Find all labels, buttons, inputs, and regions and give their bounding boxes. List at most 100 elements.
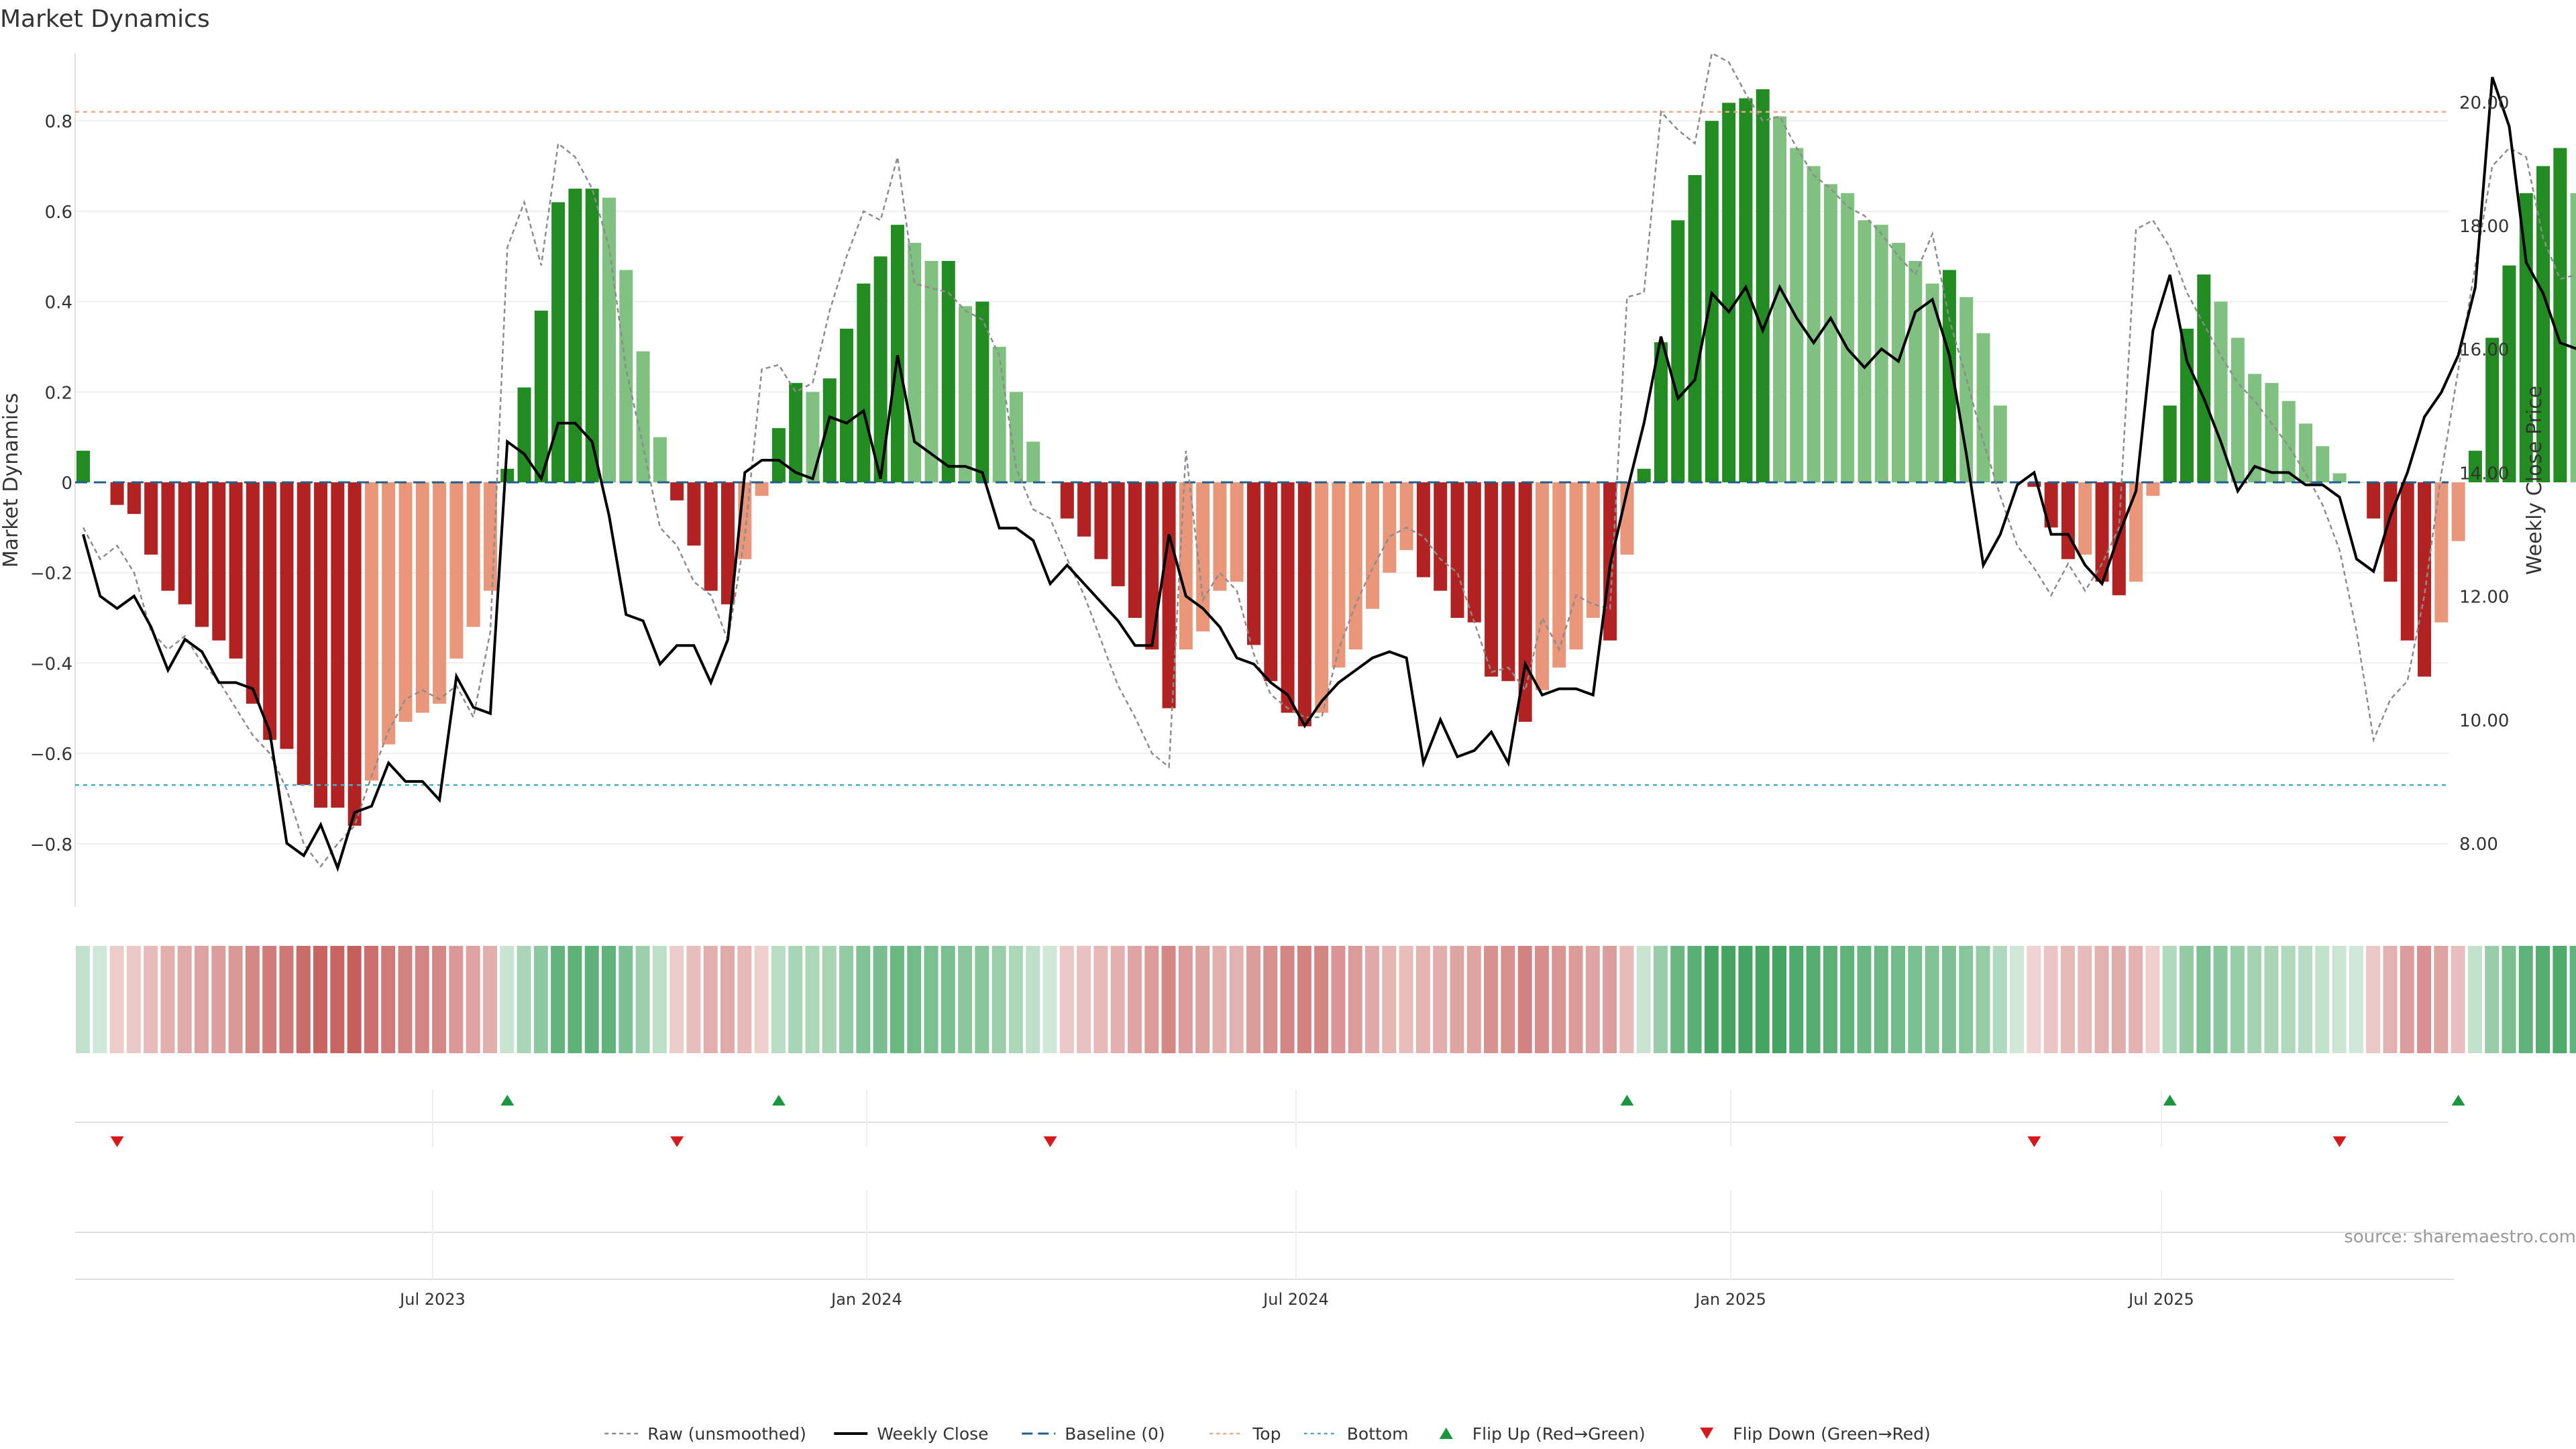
dynamics-bar xyxy=(2163,405,2177,482)
legend-label-close: Weekly Close xyxy=(877,1424,988,1444)
heat-cell xyxy=(2332,946,2347,1053)
dynamics-bar xyxy=(1790,148,1804,483)
dynamics-bar xyxy=(1858,220,1872,482)
dynamics-bar xyxy=(924,260,938,482)
dynamics-bar xyxy=(1111,482,1125,586)
dynamics-bar xyxy=(2418,482,2432,677)
y-tick-label: 0.8 xyxy=(45,112,72,132)
dynamics-bar xyxy=(2248,374,2262,482)
x-tick-label: Jan 2024 xyxy=(830,1290,902,1309)
heat-cell xyxy=(93,946,107,1053)
heat-cell xyxy=(703,946,718,1053)
source-credit: source: sharemaestro.com xyxy=(2344,1227,2576,1247)
heat-cell xyxy=(839,946,854,1053)
dynamics-bar xyxy=(1196,482,1210,632)
dynamics-bar xyxy=(1501,482,1515,682)
heat-cell xyxy=(1127,946,1142,1053)
legend-label-flipup: Flip Up (Red→Green) xyxy=(1472,1424,1646,1444)
heat-cell xyxy=(856,946,871,1053)
dynamics-bar xyxy=(246,482,260,704)
y-tick-label: 0.4 xyxy=(45,293,72,313)
heat-cell xyxy=(1789,946,1804,1053)
heat-cell xyxy=(619,946,633,1053)
left-y-axis: −0.8 −0.6 −0.4 −0.2 0 0.2 0.4 0.6 0.8 xyxy=(30,112,72,855)
flip-up-marker xyxy=(2163,1095,2177,1106)
dynamics-bar xyxy=(890,225,904,482)
y-tick-label: 0.6 xyxy=(45,203,72,223)
dynamics-bar xyxy=(364,482,378,781)
dynamics-bar xyxy=(449,482,464,659)
legend-label-top: Top xyxy=(1252,1424,1281,1444)
heat-cell xyxy=(941,946,955,1053)
dynamics-bar xyxy=(347,482,362,826)
heat-cell xyxy=(2281,946,2296,1053)
x-gridlines xyxy=(432,1090,2162,1279)
heat-cell xyxy=(2467,946,2482,1053)
heat-cell xyxy=(177,946,192,1053)
heat-cell xyxy=(160,946,175,1053)
dynamics-bar xyxy=(959,306,973,482)
dynamics-bar xyxy=(755,482,769,496)
y-tick-label: −0.2 xyxy=(30,564,72,584)
heat-cell xyxy=(2145,946,2160,1053)
heat-cell xyxy=(2094,946,2109,1053)
heat-cell xyxy=(1314,946,1329,1053)
dynamics-bar xyxy=(1705,121,1719,482)
dynamics-bar xyxy=(840,329,854,482)
dynamics-bar xyxy=(806,392,820,482)
dynamics-bar xyxy=(297,482,311,786)
dynamics-bar xyxy=(1434,482,1448,591)
heat-cell xyxy=(415,946,429,1053)
dynamics-bar xyxy=(483,482,497,591)
dynamics-bar xyxy=(212,482,226,641)
dynamics-bar xyxy=(1026,441,1040,482)
heat-cell xyxy=(1568,946,1583,1053)
flip-up-marker xyxy=(771,1095,786,1106)
dynamics-bar xyxy=(2197,274,2211,482)
heat-cell xyxy=(313,946,328,1053)
heat-cell xyxy=(126,946,141,1053)
time-axis-panel: Jul 2023 Jan 2024 Jul 2024 Jan 2025 Jul 2025 xyxy=(75,1090,2454,1309)
heat-cell xyxy=(2196,946,2211,1053)
y2-tick-label: 12.00 xyxy=(2459,588,2509,608)
heat-cell xyxy=(1008,946,1023,1053)
heat-cell xyxy=(737,946,752,1053)
dynamics-bar xyxy=(1688,175,1702,482)
dynamics-bar xyxy=(517,387,531,482)
dynamics-bar xyxy=(1315,482,1329,713)
heat-cell xyxy=(144,946,158,1053)
dynamics-bar xyxy=(687,482,701,546)
heat-cell xyxy=(1077,946,1091,1053)
heat-cell xyxy=(584,946,599,1053)
heat-cell xyxy=(1466,946,1481,1053)
heat-cell xyxy=(2298,946,2312,1053)
dynamics-bar xyxy=(2570,193,2576,482)
heat-cell xyxy=(652,946,667,1053)
dynamics-bar xyxy=(721,482,735,604)
dynamics-bar xyxy=(585,189,599,482)
dynamics-bar xyxy=(1722,103,1736,482)
dynamics-bar xyxy=(2078,482,2092,555)
dynamics-bar xyxy=(2231,337,2245,482)
heat-cell xyxy=(1874,946,1888,1053)
flip-down-marker xyxy=(1043,1136,1057,1147)
heat-cell xyxy=(1195,946,1210,1053)
dynamics-bar xyxy=(2519,193,2533,482)
heat-cell xyxy=(1042,946,1057,1053)
dynamics-bar xyxy=(1366,482,1380,609)
heat-cell xyxy=(1433,946,1448,1053)
y-tick-label: 0 xyxy=(61,474,72,494)
heat-cell xyxy=(2315,946,2330,1053)
dynamics-bar xyxy=(602,197,616,482)
dynamics-bar xyxy=(1128,482,1142,619)
dynamics-bar xyxy=(1145,482,1159,650)
legend-swatch-flipdown xyxy=(1700,1428,1714,1439)
dynamics-bar xyxy=(2180,329,2194,482)
heat-cell xyxy=(2078,946,2092,1053)
heat-cell xyxy=(2417,946,2432,1053)
flip-markers xyxy=(110,1095,2465,1147)
dynamics-bar xyxy=(144,482,158,555)
dynamics-bar xyxy=(195,482,209,627)
dynamics-bar xyxy=(1043,482,1057,483)
dynamics-bar xyxy=(789,382,803,482)
